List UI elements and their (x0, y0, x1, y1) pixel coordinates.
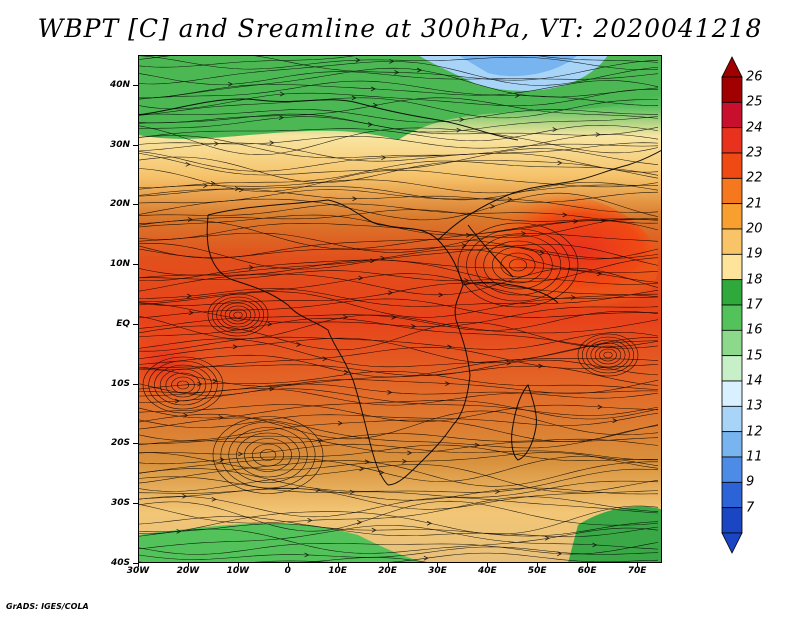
colorbar-box (721, 380, 743, 407)
lat-tick-label: 30S (110, 498, 130, 509)
colorbar-level-label: 22 (746, 170, 763, 186)
lon-tick-label: 10W (226, 566, 250, 576)
lat-tick-label: 40S (110, 558, 130, 568)
colorbar-box (721, 329, 743, 357)
lon-tick-label: 20E (378, 566, 397, 576)
lon-tick-label: 40E (477, 566, 497, 576)
colorbar-box (721, 253, 743, 281)
colorbar-box (721, 127, 743, 154)
lon-tick-label: 20W (176, 566, 200, 576)
colorbar-level-label: 17 (746, 297, 763, 313)
lon-tick-mark (187, 563, 189, 567)
lon-tick-label: 30W (126, 566, 150, 576)
colorbar-box (721, 355, 743, 382)
colorbar-level-label: 19 (746, 246, 763, 262)
colorbar-box (721, 279, 743, 306)
lon-tick-label: 30E (428, 566, 447, 576)
colorbar-level-label: 14 (746, 373, 763, 389)
lon-tick-mark (537, 563, 539, 567)
colorbar-level-label: 21 (746, 196, 763, 212)
colorbar-level-label: 15 (746, 348, 763, 364)
lat-tick-mark (133, 563, 138, 564)
colorbar-box (721, 507, 743, 534)
colorbar-arrow-bottom (721, 532, 743, 554)
colorbar-box (721, 431, 743, 458)
lon-tick-label: 70E (627, 566, 647, 576)
lon-tick-label: 50E (527, 566, 547, 576)
colorbar-level-label: 25 (746, 94, 763, 110)
lon-tick-mark (287, 563, 289, 567)
colorbar-box (721, 405, 743, 433)
lat-tick-mark (133, 204, 138, 206)
lon-tick-mark (387, 563, 389, 567)
colorbar-level-label: 9 (746, 474, 755, 490)
lat-tick-label: 20S (110, 438, 130, 449)
coastlines (138, 98, 662, 486)
wbpt-streamline-map (138, 55, 662, 563)
colorbar-level-label: 16 (746, 322, 763, 338)
colorbar-level-label: 11 (746, 449, 763, 465)
lat-tick-mark (133, 383, 138, 385)
lon-tick-mark (337, 563, 339, 567)
lon-tick-mark (437, 563, 439, 567)
colorbar-box (721, 228, 743, 255)
lon-tick-label: 0 (284, 566, 291, 576)
lat-tick-label: 10N (109, 259, 130, 270)
lon-tick-label: 60E (577, 566, 597, 576)
lat-tick-mark (133, 503, 138, 505)
colorbar-level-label: 7 (746, 500, 755, 516)
lon-tick-mark (637, 563, 639, 567)
lon-tick-mark (138, 563, 139, 567)
lat-tick-label: EQ (116, 318, 130, 329)
lon-tick-mark (487, 563, 489, 567)
colorbar (721, 56, 743, 554)
colorbar-arrow-top (721, 56, 743, 78)
colorbar-level-label: 13 (746, 398, 763, 414)
colorbar-level-label: 20 (746, 221, 763, 237)
grads-footer: GrADS: IGES/COLA (6, 602, 89, 611)
lat-tick-mark (133, 264, 138, 266)
lat-tick-label: 20N (109, 199, 130, 210)
lon-tick-label: 10E (328, 566, 347, 576)
lat-tick-mark (133, 323, 138, 325)
lat-tick-label: 40N (109, 79, 130, 90)
colorbar-box (721, 304, 743, 331)
streamlines (138, 55, 659, 563)
colorbar-level-label: 18 (746, 272, 763, 288)
lat-tick-mark (133, 144, 138, 146)
lat-tick-mark (133, 443, 138, 445)
colorbar-box (721, 76, 743, 103)
map-title: WBPT [C] and Sreamline at 300hPa, VT: 20… (37, 14, 763, 43)
colorbar-box (721, 456, 743, 483)
colorbar-box (721, 101, 743, 129)
lat-tick-label: 30N (109, 139, 130, 150)
warm-core-east (398, 190, 658, 340)
lon-tick-mark (587, 563, 589, 567)
colorbar-level-label: 24 (746, 120, 763, 136)
colorbar-level-label: 12 (746, 424, 763, 440)
colorbar-box (721, 177, 743, 205)
lat-tick-label: 10S (110, 378, 130, 389)
colorbar-box (721, 152, 743, 179)
lat-tick-mark (133, 84, 138, 86)
colorbar-level-label: 23 (746, 145, 763, 161)
colorbar-box (721, 481, 743, 509)
colorbar-box (721, 203, 743, 230)
lon-tick-mark (237, 563, 239, 567)
map-panel (138, 55, 662, 563)
colorbar-level-label: 26 (746, 69, 763, 85)
